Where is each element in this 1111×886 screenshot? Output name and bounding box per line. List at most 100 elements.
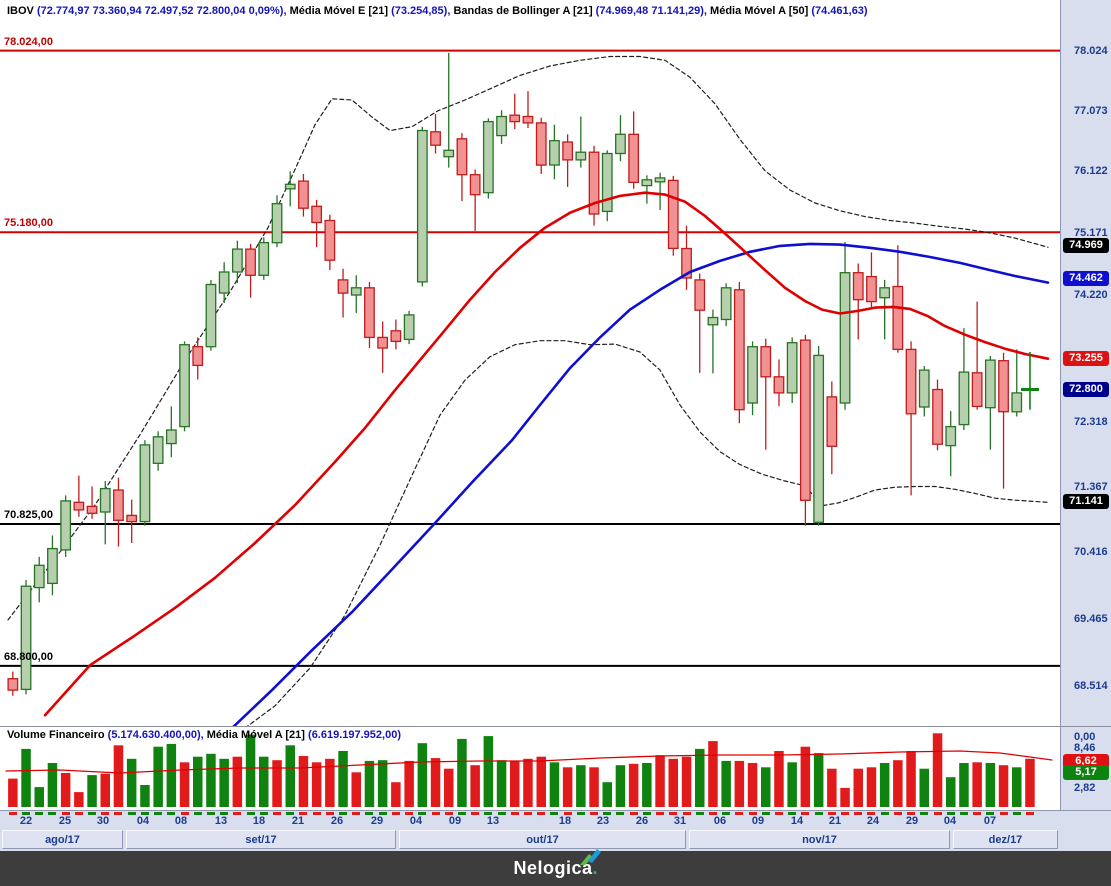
volume-bar[interactable]	[351, 772, 362, 807]
candle-body[interactable]	[839, 272, 851, 404]
volume-bar[interactable]	[721, 760, 731, 807]
volume-bar[interactable]	[919, 768, 930, 807]
volume-bar[interactable]	[404, 760, 414, 807]
candle-body[interactable]	[390, 330, 402, 343]
candle-body[interactable]	[892, 285, 904, 351]
volume-bar[interactable]	[734, 760, 745, 807]
chart-canvas[interactable]	[0, 0, 1060, 810]
volume-bar[interactable]	[536, 756, 547, 807]
volume-bar[interactable]	[377, 760, 388, 807]
candle-body[interactable]	[641, 179, 653, 187]
candle-body[interactable]	[482, 120, 494, 194]
volume-bar[interactable]	[496, 760, 507, 807]
candle-body[interactable]	[364, 287, 375, 339]
candle-body[interactable]	[694, 279, 706, 311]
volume-bar[interactable]	[285, 745, 296, 807]
month-box[interactable]: ago/17	[2, 830, 123, 849]
volume-bar[interactable]	[1025, 758, 1035, 807]
date-axis-days[interactable]: 22 25 30 04 08 13 18 21 26 29 04 09 13 18 23 26 31 06 09 14…	[0, 810, 1111, 829]
volume-bar[interactable]	[787, 762, 797, 807]
volume-bar[interactable]	[840, 787, 850, 807]
candle-body[interactable]	[456, 138, 468, 176]
pane-divider[interactable]	[0, 726, 1111, 727]
candle-body[interactable]	[99, 487, 111, 513]
volume-bar[interactable]	[166, 743, 177, 807]
candle-body[interactable]	[628, 133, 640, 184]
volume-bar[interactable]	[430, 758, 441, 807]
volume-bar[interactable]	[576, 765, 586, 807]
candle-body[interactable]	[165, 429, 177, 445]
month-box[interactable]: nov/17	[689, 830, 950, 849]
candle-body[interactable]	[971, 372, 983, 408]
candle-body[interactable]	[245, 248, 256, 276]
candle-body[interactable]	[7, 678, 19, 691]
candle-body[interactable]	[575, 151, 587, 161]
volume-bar[interactable]	[523, 758, 533, 807]
volume-bar[interactable]	[866, 767, 877, 807]
price-axis[interactable]: 78.02477.07376.12275.17174.22073.26972.3…	[1060, 0, 1111, 851]
candle-body[interactable]	[562, 141, 574, 161]
volume-bar[interactable]	[562, 767, 573, 807]
candle-body[interactable]	[998, 360, 1009, 413]
volume-bar[interactable]	[761, 767, 771, 807]
candle-body[interactable]	[747, 346, 758, 404]
candle-body[interactable]	[496, 115, 507, 137]
volume-bar[interactable]	[338, 751, 348, 807]
volume-bar[interactable]	[47, 763, 58, 807]
volume-bar[interactable]	[219, 758, 229, 807]
candle-body[interactable]	[192, 346, 204, 367]
volume-bar[interactable]	[272, 760, 282, 807]
candle-body[interactable]	[298, 180, 309, 209]
candle-body[interactable]	[905, 348, 917, 415]
month-box[interactable]: dez/17	[953, 830, 1058, 849]
candle-body[interactable]	[733, 289, 745, 411]
volume-bar[interactable]	[311, 762, 322, 807]
candle-body[interactable]	[681, 247, 692, 279]
volume-bar[interactable]	[972, 762, 982, 807]
volume-bar[interactable]	[985, 763, 996, 807]
candle-body[interactable]	[20, 585, 32, 691]
volume-bar[interactable]	[232, 756, 243, 807]
candle-body[interactable]	[443, 149, 455, 158]
volume-bar[interactable]	[827, 768, 837, 807]
candle-body[interactable]	[945, 425, 957, 447]
volume-bar[interactable]	[8, 778, 18, 807]
volume-bar[interactable]	[153, 746, 163, 807]
candle-body[interactable]	[866, 275, 877, 303]
candle-body[interactable]	[760, 346, 772, 378]
candle-body[interactable]	[33, 564, 45, 589]
volume-bar[interactable]	[932, 733, 943, 807]
volume-bar[interactable]	[853, 768, 864, 807]
volume-bar[interactable]	[60, 773, 71, 807]
candle-body[interactable]	[826, 396, 838, 447]
candle-body[interactable]	[615, 133, 626, 155]
volume-bar[interactable]	[87, 775, 97, 807]
volume-bar[interactable]	[959, 763, 969, 807]
candle-body[interactable]	[403, 314, 415, 341]
candle-body[interactable]	[152, 436, 164, 464]
candle-body[interactable]	[588, 151, 600, 215]
candle-body[interactable]	[813, 354, 825, 523]
volume-bar[interactable]	[364, 760, 375, 807]
candle-body[interactable]	[601, 152, 613, 213]
candle-body[interactable]	[231, 248, 243, 273]
volume-bar[interactable]	[140, 785, 150, 807]
candles-layer[interactable]	[7, 52, 1023, 696]
candle-body[interactable]	[522, 115, 534, 124]
volume-bar[interactable]	[74, 792, 84, 807]
month-box[interactable]: out/17	[399, 830, 686, 849]
candle-body[interactable]	[377, 336, 389, 349]
candle-body[interactable]	[416, 129, 428, 283]
volume-bar[interactable]	[589, 767, 599, 807]
volume-bar[interactable]	[893, 760, 903, 807]
volume-pane[interactable]	[5, 733, 1053, 807]
price-pane[interactable]	[0, 49, 1060, 729]
candle-body[interactable]	[707, 316, 719, 326]
volume-bar[interactable]	[325, 758, 335, 807]
candle-body[interactable]	[469, 174, 481, 196]
volume-bar[interactable]	[628, 763, 639, 807]
candle-body[interactable]	[667, 179, 679, 250]
volume-bar[interactable]	[708, 741, 718, 807]
volume-bar[interactable]	[34, 787, 45, 807]
volume-bar[interactable]	[879, 763, 890, 807]
